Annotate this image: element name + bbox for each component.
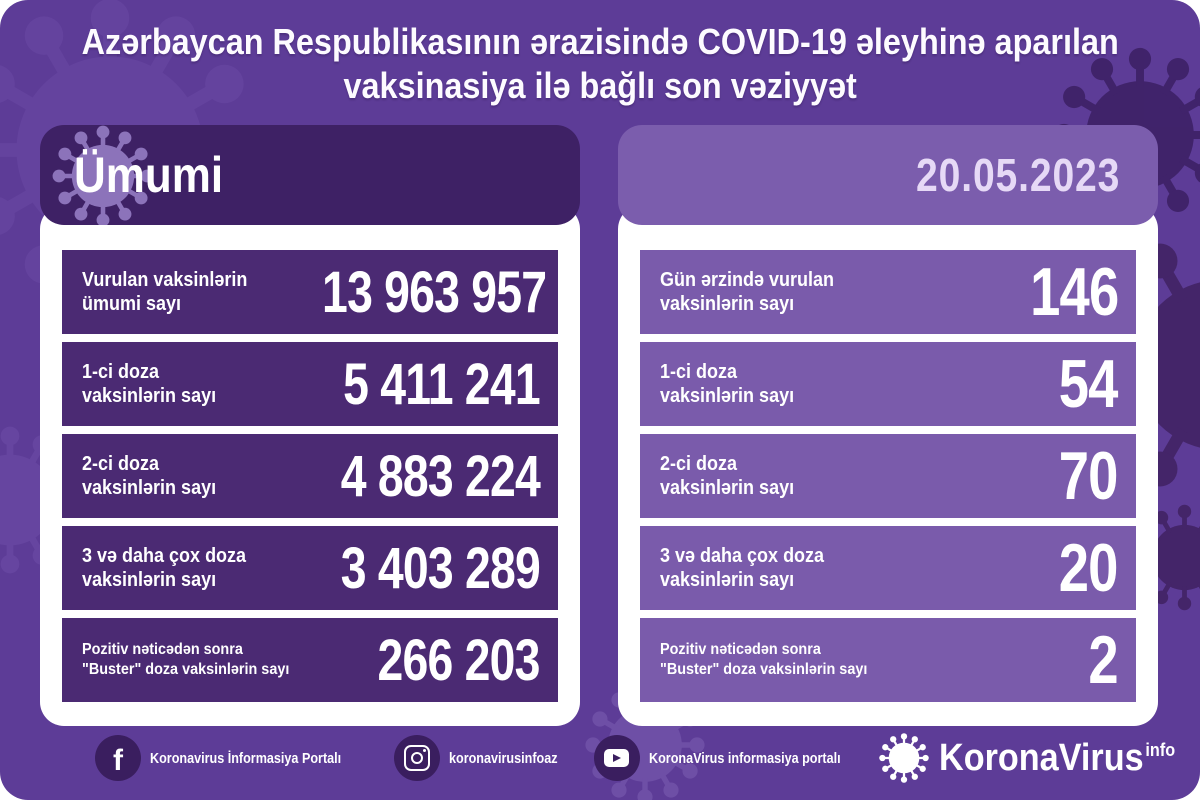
instagram-label: koronavirusinfoaz [448,749,558,767]
daily-rows: Gün ərzində vurulan vaksinlərin sayı 146… [640,250,1136,702]
table-row: Pozitiv nəticədən sonra "Buster" doza va… [62,618,558,702]
table-row: 2-ci doza vaksinlərin sayı 70 [640,434,1136,518]
stat-value: 20 [1059,530,1119,606]
stat-label: 2-ci doza vaksinlərin sayı [82,452,231,500]
stat-label: Pozitiv nəticədən sonra "Buster" doza va… [82,640,312,680]
table-row: 3 və daha çox doza vaksinlərin sayı 20 [640,526,1136,610]
stat-label: 3 və daha çox doza vaksinlərin sayı [82,544,264,592]
report-date: 20.05.2023 [915,149,1120,201]
youtube-label: KoronaVirus informasiya portalı [648,749,841,767]
stat-value: 70 [1059,438,1119,514]
table-row: Vurulan vaksinlərin ümumi sayı 13 963 95… [62,250,558,334]
table-row: 2-ci doza vaksinlərin sayı 4 883 224 [62,434,558,518]
stat-label-line: vaksinlərin sayı [660,569,795,591]
stat-label-line: ümumi sayı [82,293,182,315]
instagram-icon [393,735,440,781]
facebook-label: Koronavirus İnformasiya Portalı [150,749,342,767]
facebook-icon: f [95,735,141,781]
stat-label-line: vaksinlərin sayı [660,385,795,407]
facebook-link[interactable]: f Koronavirus İnformasiya Portalı [95,735,378,781]
stat-label-line: 3 və daha çox doza [660,545,825,567]
table-row: 3 və daha çox doza vaksinlərin sayı 3 40… [62,526,558,610]
daily-panel: 20.05.2023 Gün ərzində vurulan vaksinlər… [618,125,1158,726]
stat-value: 5 411 241 [343,351,540,417]
stat-label-line: vaksinlərin sayı [82,385,217,407]
stat-label: Gün ərzində vurulan vaksinlərin sayı [660,268,853,316]
table-row: Pozitiv nəticədən sonra "Buster" doza va… [640,618,1136,702]
stat-label: Vurulan vaksinlərin ümumi sayı [82,268,266,316]
stat-label-line: 2-ci doza [82,453,160,475]
stat-label-line: 2-ci doza [660,453,738,475]
stat-value: 13 963 957 [321,259,547,325]
stat-label-line: 3 və daha çox doza [82,545,247,567]
stat-label: 3 və daha çox doza vaksinlərin sayı [660,544,842,592]
stat-label-line: Pozitiv nəticədən sonra [82,641,243,658]
stat-label-line: Gün ərzində vurulan [660,269,835,291]
instagram-link[interactable]: koronavirusinfoaz [393,735,578,781]
stat-label-line: Pozitiv nəticədən sonra [660,641,821,658]
table-row: 1-ci doza vaksinlərin sayı 54 [640,342,1136,426]
stat-value: 4 883 224 [340,443,541,509]
stat-label-line: "Buster" doza vaksinlərin sayı [660,661,868,678]
table-row: Gün ərzində vurulan vaksinlərin sayı 146 [640,250,1136,334]
page-title-line1: Azərbaycan Respublikasının ərazisində CO… [81,21,1119,62]
footer: f Koronavirus İnformasiya Portalı korona… [0,726,1200,800]
table-row: 1-ci doza vaksinlərin sayı 5 411 241 [62,342,558,426]
stat-label-line: Vurulan vaksinlərin [82,269,248,291]
stat-value: 2 [1088,622,1119,698]
stat-label: 2-ci doza vaksinlərin sayı [660,452,809,500]
koronavirus-logo: KoronaVirus info [877,731,1200,785]
page-title-line2: vaksinasiya ilə bağlı son vəziyyət [343,65,857,106]
stat-label: 1-ci doza vaksinlərin sayı [660,360,809,408]
totals-panel: Ümumi Vurulan vaksinlərin ümumi sayı 13 … [40,125,580,726]
stat-value: 3 403 289 [340,535,541,601]
stat-value: 54 [1059,346,1119,422]
brand-suffix: info [1145,739,1176,760]
stat-label: Pozitiv nəticədən sonra "Buster" doza va… [660,640,890,680]
brand-name: KoronaVirus info [938,736,1176,779]
stat-label-line: vaksinlərin sayı [660,477,795,499]
stat-label-line: vaksinlərin sayı [82,569,217,591]
stat-label: 1-ci doza vaksinlərin sayı [82,360,231,408]
youtube-icon [593,735,640,781]
totals-rows: Vurulan vaksinlərin ümumi sayı 13 963 95… [62,250,558,702]
stat-label-line: 1-ci doza [82,361,160,383]
stat-label-line: 1-ci doza [660,361,738,383]
stat-label-line: "Buster" doza vaksinlərin sayı [82,661,290,678]
stat-value: 266 203 [377,627,541,693]
stat-value: 146 [1029,254,1119,330]
page-title: Azərbaycan Respublikasının ərazisində CO… [0,20,1200,108]
stat-label-line: vaksinlərin sayı [660,293,795,315]
virus-logo-icon [877,731,931,785]
stat-label-line: vaksinlərin sayı [82,477,217,499]
totals-panel-title: Ümumi [74,147,224,203]
youtube-link[interactable]: KoronaVirus informasiya portalı [593,735,877,781]
